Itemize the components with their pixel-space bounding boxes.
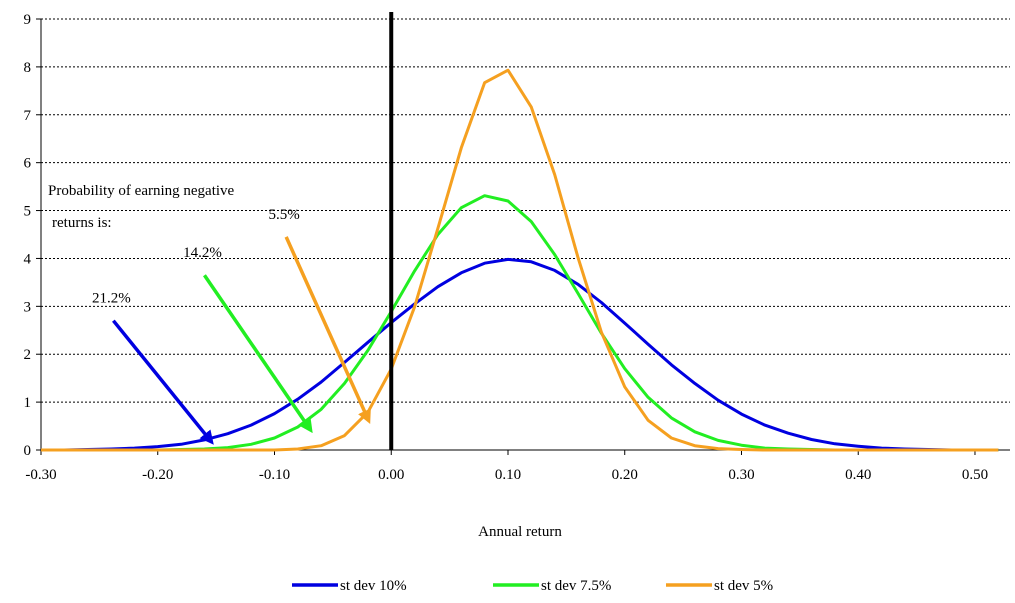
x-tick-label--0.30: -0.30 — [25, 467, 56, 483]
annotation-arrow-1 — [112, 319, 214, 445]
y-tick-label-6: 6 — [24, 156, 32, 172]
x-axis-title: Annual return — [478, 524, 562, 540]
y-tick-label-4: 4 — [24, 251, 32, 267]
y-tick-label-8: 8 — [24, 60, 32, 76]
x-tick-label--0.20: -0.20 — [142, 467, 173, 483]
y-tick-label-0: 0 — [24, 443, 32, 459]
series-line-2 — [41, 194, 999, 452]
x-tick-label-0.20: 0.20 — [612, 467, 638, 483]
annotation-line-2: returns is: — [52, 215, 112, 231]
axes — [36, 18, 1010, 455]
y-tick-label-9: 9 — [24, 12, 32, 28]
x-tick-label-0.30: 0.30 — [728, 467, 754, 483]
x-tick-label--0.10: -0.10 — [259, 467, 290, 483]
legend: st dev 10% st dev 7.5% st dev 5% — [292, 578, 773, 594]
legend-label-2: st dev 7.5% — [541, 578, 611, 594]
y-tick-label-7: 7 — [24, 108, 32, 124]
legend-label-1: st dev 10% — [340, 578, 407, 594]
annotation-line-1: Probability of earning negative — [48, 183, 235, 199]
annotation-label-3: 5.5% — [269, 207, 300, 223]
x-tick-label-0.00: 0.00 — [378, 467, 404, 483]
series-line-3 — [41, 68, 999, 452]
grid-lines — [41, 18, 1010, 403]
annotation-label-2: 14.2% — [183, 245, 222, 261]
y-tick-label-2: 2 — [24, 347, 32, 363]
x-tick-labels: -0.30 -0.20 -0.10 0.00 0.10 0.20 0.30 0.40 0.50 — [25, 467, 988, 483]
y-tick-label-1: 1 — [24, 395, 32, 411]
legend-label-3: st dev 5% — [714, 578, 773, 594]
annotation-label-1: 21.2% — [92, 291, 131, 307]
x-tick-label-0.50: 0.50 — [962, 467, 988, 483]
annotation-arrow-3 — [284, 236, 371, 424]
x-tick-label-0.40: 0.40 — [845, 467, 871, 483]
y-tick-labels: 0 1 2 3 4 5 6 7 8 9 — [24, 12, 32, 459]
annotation-arrow-2 — [203, 274, 313, 434]
x-tick-label-0.10: 0.10 — [495, 467, 521, 483]
y-tick-label-5: 5 — [24, 204, 32, 220]
probability-annotations: 21.2% 14.2% 5.5% — [92, 207, 371, 445]
y-tick-label-3: 3 — [24, 299, 32, 315]
